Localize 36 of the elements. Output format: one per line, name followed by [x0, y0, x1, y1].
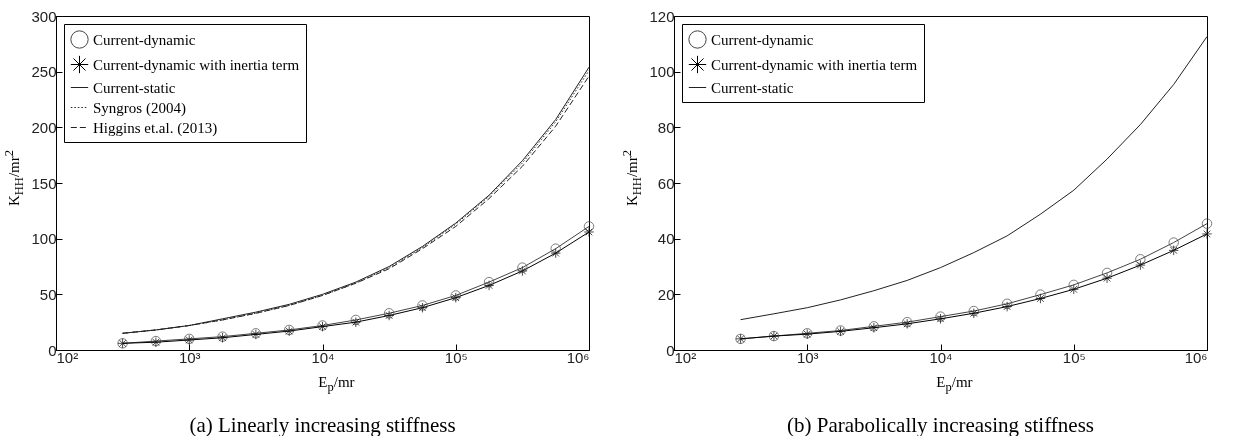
text: (b) Parabolically increasing stiffness: [787, 413, 1094, 437]
y-tick-label: 80: [657, 118, 675, 136]
legend-label: Current-dynamic with inertia term: [93, 56, 300, 73]
x-tick-label: 10⁵: [444, 348, 468, 366]
y-tick-label: 100: [31, 230, 57, 248]
x-tick-label: 10⁶: [1184, 348, 1208, 366]
y-tick-label: 60: [657, 174, 675, 192]
legend-label: Current-dynamic: [711, 31, 814, 48]
y-tick-label: 50: [39, 285, 57, 303]
legend-label: Current-dynamic with inertia term: [711, 56, 918, 73]
x-axis-title: E$_{p}$/mr: [936, 374, 973, 395]
x-tick-label: 10²: [56, 348, 79, 366]
x-tick-label: 10⁶: [566, 348, 590, 366]
y-tick-label: 300: [31, 7, 57, 25]
y-tick-label: 120: [649, 7, 675, 25]
x-tick-label: 10⁴: [311, 348, 335, 366]
legend-label: Current-static: [93, 79, 176, 96]
text: (a) Linearly increasing stiffness: [189, 413, 456, 437]
x-axis-title: E$_{p}$/mr: [318, 374, 355, 395]
y-tick-label: 100: [649, 63, 675, 81]
legend-label: Syngros (2004): [93, 99, 186, 117]
y-tick-label: 150: [31, 174, 57, 192]
y-tick-label: 40: [657, 230, 675, 248]
x-tick-label: 10⁵: [1062, 348, 1086, 366]
legend-label: Current-static: [711, 79, 794, 96]
legend-label: Higgins et.al. (2013): [93, 119, 218, 137]
y-tick-label: 200: [31, 118, 57, 136]
legend-label: Current-dynamic: [93, 31, 196, 48]
y-tick-label: 250: [31, 63, 57, 81]
x-tick-label: 10⁴: [929, 348, 953, 366]
y-tick-label: 20: [657, 285, 675, 303]
x-tick-label: 10³: [178, 348, 201, 366]
y-tick-label: 0: [48, 341, 57, 359]
x-tick-label: 10²: [674, 348, 697, 366]
y-tick-label: 0: [666, 341, 675, 359]
x-tick-label: 10³: [796, 348, 819, 366]
